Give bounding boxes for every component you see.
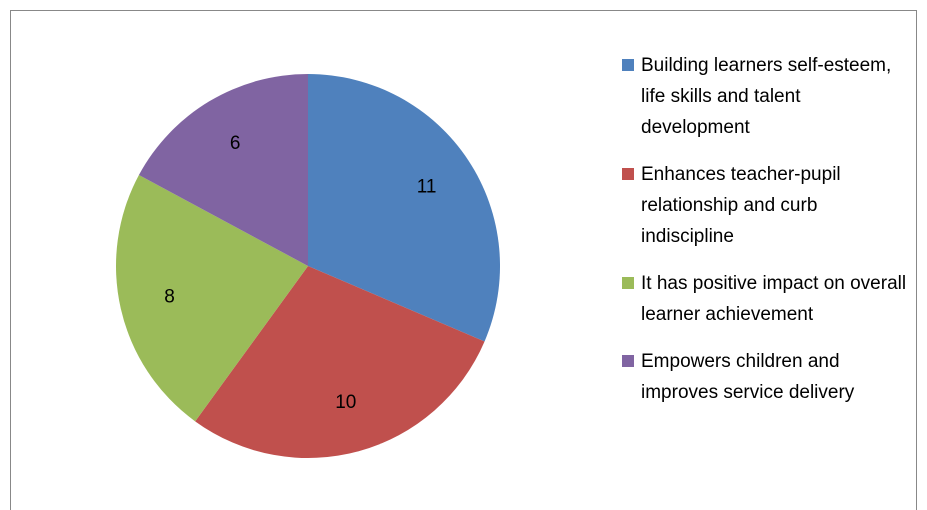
data-label: 8 bbox=[164, 287, 175, 308]
pie-slice bbox=[138, 74, 308, 266]
legend-label: It has positive impact on overall learne… bbox=[641, 273, 907, 325]
frame bbox=[10, 10, 917, 510]
pie-slice bbox=[195, 266, 485, 458]
data-label: 10 bbox=[335, 392, 356, 413]
data-label: 6 bbox=[230, 133, 241, 154]
pie-slice bbox=[116, 175, 308, 422]
legend-label: Enhances teacher-pupil relationship and … bbox=[641, 164, 841, 247]
legend-item: Building learners self-esteem, life skil… bbox=[622, 50, 917, 143]
data-label: 11 bbox=[417, 177, 437, 198]
legend-swatch bbox=[622, 355, 634, 367]
legend-swatch bbox=[622, 168, 634, 180]
legend-item: Empowers children and improves service d… bbox=[622, 346, 917, 408]
legend: Building learners self-esteem, life skil… bbox=[622, 50, 917, 424]
legend-item: It has positive impact on overall learne… bbox=[622, 268, 917, 330]
legend-swatch bbox=[622, 59, 634, 71]
pie-slice bbox=[308, 74, 500, 342]
legend-item: Enhances teacher-pupil relationship and … bbox=[622, 159, 917, 252]
legend-label: Empowers children and improves service d… bbox=[641, 351, 855, 403]
legend-swatch bbox=[622, 277, 634, 289]
legend-label: Building learners self-esteem, life skil… bbox=[641, 55, 892, 138]
